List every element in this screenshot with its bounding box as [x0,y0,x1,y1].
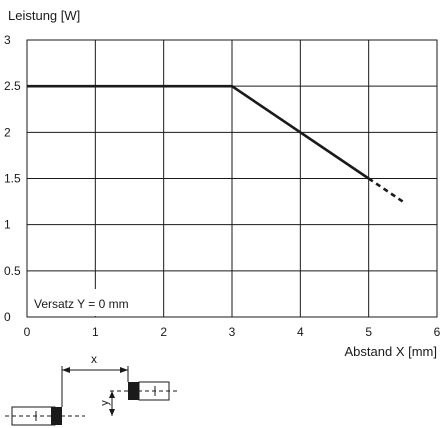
series [27,84,404,203]
annotation-background [29,289,154,316]
x-tick-label: 5 [365,325,372,339]
series-line [27,84,370,180]
x-arrow-left [62,367,70,373]
y-tick-label: 2.5 [4,79,21,93]
x-tick-label: 4 [297,325,304,339]
y-tick-label: 1.5 [4,172,21,186]
y-tick-label: 2 [4,125,11,139]
y-arrow-top [109,391,115,398]
x-tick-label: 3 [229,325,236,339]
x-arrow-right [120,367,128,373]
y-arrow-bottom [109,409,115,416]
x-tick-label: 6 [434,325,441,339]
x-tick-label: 0 [24,325,31,339]
y-dimension-label: y [99,400,111,406]
y-tick-label: 3 [4,33,11,47]
y-tick-label: 0.5 [4,264,21,278]
x-tick-label: 2 [160,325,167,339]
annotation-text: Versatz Y = 0 mm [34,297,129,311]
x-axis-label: Abstand X [mm] [345,344,437,359]
x-tick-labels: 0 1 2 3 4 5 6 [24,325,441,339]
series-line-extension [367,177,404,203]
grid [27,40,437,317]
x-tick-label: 1 [92,325,99,339]
sensor-schematic: x y [5,352,180,426]
y-axis-label: Leistung [W] [8,8,80,23]
x-dimension-label: x [91,352,97,366]
y-tick-label: 0 [4,310,11,324]
plot-frame [26,39,438,318]
y-tick-labels: 0 0.5 1 1.5 2 2.5 3 [4,33,21,324]
y-tick-label: 1 [4,218,11,232]
